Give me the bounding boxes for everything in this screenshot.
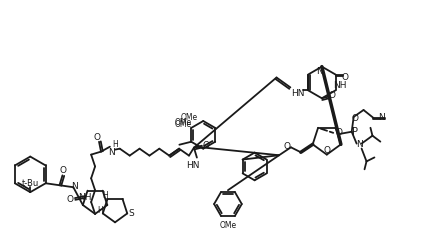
Text: H: H [112, 140, 118, 149]
Text: O: O [323, 146, 330, 155]
Text: N: N [108, 148, 115, 157]
Text: HN: HN [292, 89, 305, 98]
Text: O: O [328, 91, 335, 100]
Text: O: O [351, 114, 358, 123]
Text: O: O [94, 133, 100, 142]
Text: N: N [317, 67, 323, 76]
Text: P: P [351, 127, 358, 137]
Text: NH: NH [78, 193, 91, 202]
Text: O: O [342, 73, 349, 82]
Text: O: O [202, 141, 209, 150]
Text: O: O [60, 166, 67, 175]
Text: t-Bu: t-Bu [21, 179, 39, 188]
Text: O: O [335, 128, 343, 137]
Text: S: S [128, 209, 134, 218]
Text: N: N [71, 182, 78, 191]
Text: N: N [378, 114, 385, 122]
Text: OMe: OMe [175, 120, 192, 129]
Text: H: H [97, 207, 103, 215]
Text: OMe: OMe [175, 119, 192, 127]
Text: HN: HN [186, 161, 200, 170]
Text: O: O [284, 142, 290, 151]
Text: OMe: OMe [219, 221, 236, 230]
Text: H: H [103, 191, 108, 200]
Text: N: N [356, 140, 363, 149]
Text: O: O [67, 195, 74, 204]
Text: OMe: OMe [181, 113, 198, 121]
Text: NH: NH [333, 81, 346, 90]
